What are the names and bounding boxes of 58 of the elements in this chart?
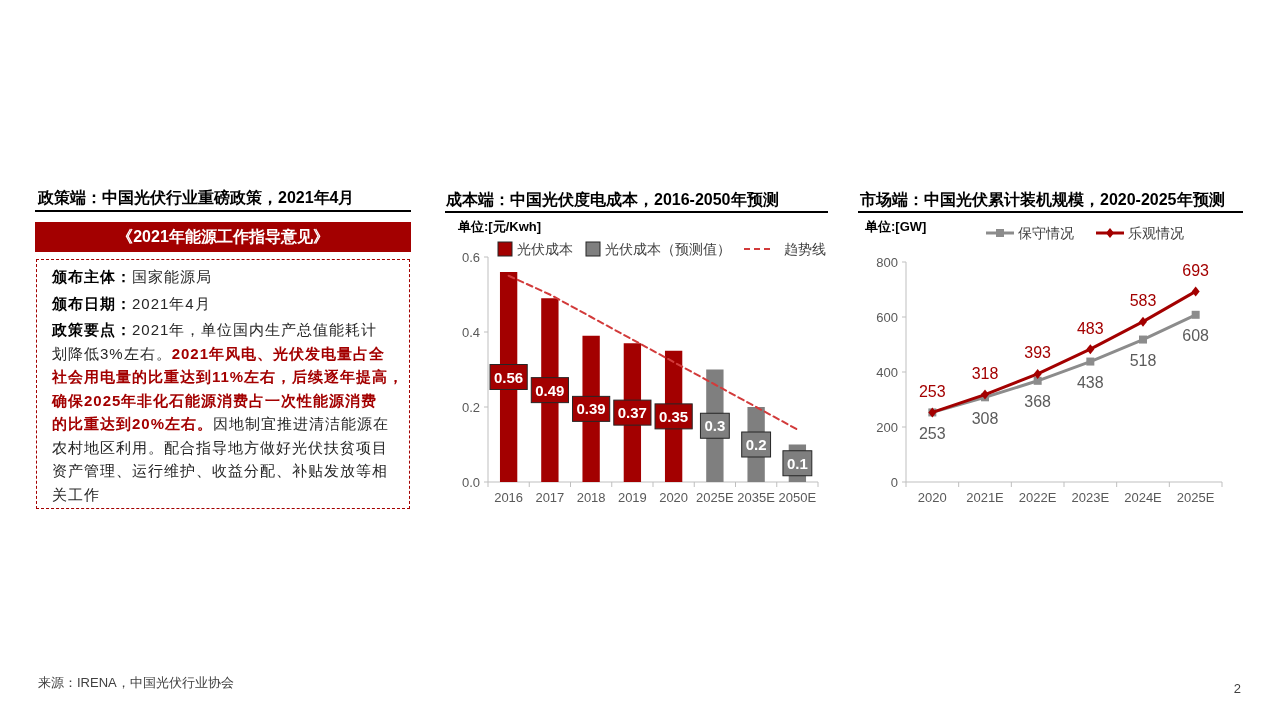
text: 《2021年能源工作指导意见》 xyxy=(35,222,411,252)
x-tick-label: 2016 xyxy=(494,490,524,505)
x-tick-label: 2019 xyxy=(617,490,647,505)
x-tick-label: 2017 xyxy=(535,490,565,505)
x-tick-label: 2023E xyxy=(1071,490,1110,505)
text: 政策端：中国光伏行业重磅政策，2021年4月 xyxy=(38,188,355,208)
text: 2 xyxy=(1233,681,1241,696)
y-tick-label: 0.4 xyxy=(461,324,480,340)
y-tick-label: 400 xyxy=(876,364,898,380)
x-tick-label: 2022E xyxy=(1018,490,1057,505)
data-label: 0.3 xyxy=(704,417,726,435)
chart-title: 成本端：中国光伏度电成本，2016-2050年预测 xyxy=(445,190,779,208)
text: 颁布日期：2021年4月 xyxy=(52,294,211,312)
data-label: 693 xyxy=(1182,261,1210,279)
data-label: 253 xyxy=(918,424,946,442)
y-tick-label: 600 xyxy=(876,309,898,325)
x-tick-label: 2025E xyxy=(696,490,734,505)
x-tick-label: 2018 xyxy=(576,490,606,505)
y-tick-label: 800 xyxy=(876,254,898,270)
data-label: 583 xyxy=(1129,292,1157,310)
text: 颁布主体：国家能源局 xyxy=(52,268,212,285)
chart-title: 市场端：中国光伏累计装机规模，2020-2025年预测 xyxy=(859,191,1225,208)
y-tick-label: 0.2 xyxy=(461,399,480,415)
data-label: 318 xyxy=(971,365,999,383)
data-label: 0.56 xyxy=(494,368,524,386)
data-label: 253 xyxy=(918,382,946,400)
x-tick-label: 2050E xyxy=(778,490,817,505)
data-label: 438 xyxy=(1076,374,1104,392)
data-label: 0.49 xyxy=(535,381,565,399)
data-label: 0.37 xyxy=(617,404,647,422)
data-label: 518 xyxy=(1129,352,1157,370)
y-tick-label: 0.6 xyxy=(461,249,480,265)
data-label: 0.39 xyxy=(576,400,606,418)
y-tick-label: 200 xyxy=(876,419,898,435)
y-tick-label: 0.0 xyxy=(461,474,480,490)
x-tick-label: 2024E xyxy=(1124,490,1163,505)
legend-label: 趋势线 xyxy=(784,241,826,257)
data-label: 308 xyxy=(971,409,999,427)
text: 政策要点：2021年，单位国内生产总值能耗计划降低3%左右。2021年风电、光伏发电量占全社会用电量的比重达到11%左右，后续逐年提高，确保2025年非化石能源消费占一次性能源消费的比重达到20%左右。因地制宜推进清洁能源在农村地区利用。配合指导地方做好光伏扶贫项目资产管理、运行维护、收益分配、补贴发放等相关工作 xyxy=(52,321,405,503)
x-tick-label: 2035E xyxy=(737,490,776,505)
data-label: 0.2 xyxy=(745,436,767,453)
y-tick-label: 0 xyxy=(890,474,898,490)
legend-label: 保守情况 xyxy=(1018,225,1074,241)
x-tick-label: 2020 xyxy=(917,490,947,505)
y-axis-title: 单位:[元/Kwh] xyxy=(457,219,542,234)
legend-label: 光伏成本 xyxy=(517,241,573,257)
data-label: 393 xyxy=(1024,344,1052,362)
source-note: 来源：IRENA，中国光伏行业协会 xyxy=(38,674,234,692)
legend-label: 乐观情况 xyxy=(1128,225,1184,241)
data-label: 368 xyxy=(1024,393,1052,411)
legend-label: 光伏成本（预测值） xyxy=(605,241,731,257)
data-label: 608 xyxy=(1182,327,1210,345)
x-tick-label: 2021E xyxy=(966,490,1005,505)
data-label: 483 xyxy=(1076,319,1104,337)
y-axis-title: 单位:[GW] xyxy=(864,219,927,234)
x-tick-label: 2025E xyxy=(1176,490,1215,505)
data-label: 0.35 xyxy=(659,407,689,425)
x-tick-label: 2020 xyxy=(659,490,689,505)
